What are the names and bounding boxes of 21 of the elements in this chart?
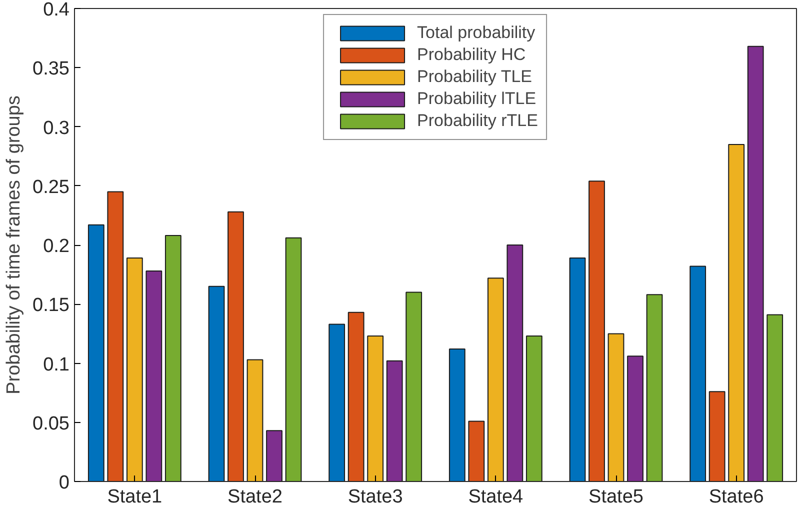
y-tick-label: 0.3 — [43, 118, 70, 139]
y-tick-label: 0.35 — [32, 58, 70, 80]
x-tick-label: State4 — [468, 486, 524, 508]
x-tick-label: State1 — [107, 486, 162, 508]
y-axis-title: Probability of time frames of groups — [4, 96, 25, 394]
legend-label: Probability lTLE — [417, 89, 536, 109]
y-tick-label: 0.05 — [32, 413, 70, 434]
y-tick-label: 0 — [58, 472, 70, 494]
y-tick-label: 0.4 — [43, 0, 70, 20]
legend-label: Probability HC — [417, 45, 526, 65]
y-tick-label: 0.2 — [43, 236, 70, 257]
legend-label: Probability rTLE — [417, 111, 538, 131]
legend-label: Probability TLE — [417, 67, 532, 87]
legend-label: Total probability — [417, 23, 536, 43]
y-tick-label: 0.25 — [32, 176, 70, 198]
x-tick-label: State2 — [228, 486, 282, 508]
x-tick-label: State6 — [708, 486, 764, 508]
y-tick-label: 0.1 — [43, 354, 70, 376]
y-tick-label: 0.15 — [32, 295, 70, 316]
x-tick-label: State3 — [348, 486, 403, 508]
x-tick-label: State5 — [588, 486, 644, 508]
